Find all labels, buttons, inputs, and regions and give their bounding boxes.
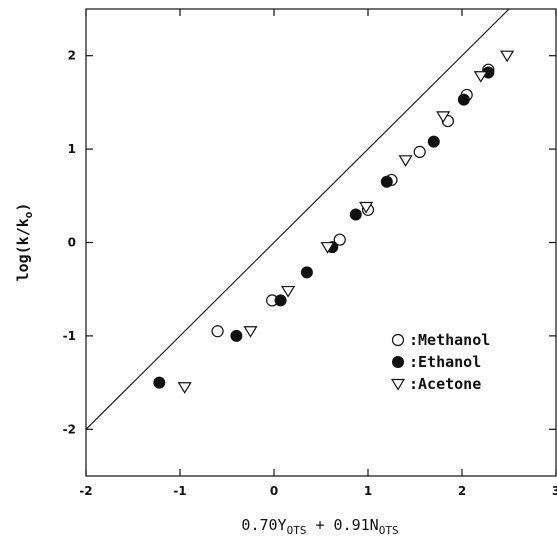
- point-acetone: [398, 155, 413, 167]
- y-tick-label: 1: [68, 142, 76, 156]
- data-points-layer: [153, 50, 515, 394]
- x-tick-label: 2: [458, 484, 466, 498]
- legend-label-methanol: :Methanol: [409, 331, 490, 349]
- legend: :Methanol :Ethanol :Acetone: [390, 331, 490, 393]
- point-acetone: [436, 111, 451, 123]
- point-ethanol: [380, 175, 393, 188]
- point-acetone: [473, 71, 488, 83]
- point-ethanol: [457, 93, 470, 106]
- fit-line: [85, 8, 510, 430]
- point-acetone: [243, 326, 258, 338]
- point-ethanol: [427, 135, 440, 148]
- legend-marker-ethanol: [392, 356, 404, 368]
- y-tick-label: -2: [63, 422, 76, 436]
- point-acetone: [177, 382, 192, 394]
- y-tick-label: 2: [68, 49, 76, 63]
- x-tick-label: -2: [79, 484, 92, 498]
- point-ethanol: [274, 294, 287, 307]
- legend-label-acetone: :Acetone: [409, 375, 481, 393]
- x-tick-label: 0: [270, 484, 278, 498]
- legend-marker-acetone: [390, 378, 406, 391]
- point-ethanol: [349, 208, 362, 221]
- x-tick-label: 1: [364, 484, 372, 498]
- axis-ticks: -2 -1 0 1 2 3 -2 -1 0 1 2: [63, 9, 557, 498]
- y-tick-label: 0: [68, 236, 76, 250]
- x-tick-label: -1: [173, 484, 186, 498]
- point-acetone: [359, 201, 374, 214]
- point-methanol: [413, 145, 426, 159]
- x-axis-title: 0.70YOTS + 0.91NOTS: [241, 516, 398, 537]
- point-ethanol: [300, 266, 313, 279]
- legend-marker-methanol: [391, 333, 405, 347]
- point-methanol: [333, 233, 346, 246]
- y-tick-label: -1: [63, 329, 76, 343]
- point-acetone: [320, 242, 335, 254]
- point-ethanol: [153, 376, 166, 389]
- point-acetone: [281, 285, 296, 298]
- x-tick-label: 3: [552, 484, 557, 498]
- legend-label-ethanol: :Ethanol: [409, 353, 481, 371]
- point-methanol: [211, 325, 224, 338]
- point-acetone: [500, 50, 515, 63]
- y-axis-title: log(k/ko): [14, 203, 35, 282]
- fit-line-layer: [85, 8, 510, 430]
- point-ethanol: [230, 329, 243, 342]
